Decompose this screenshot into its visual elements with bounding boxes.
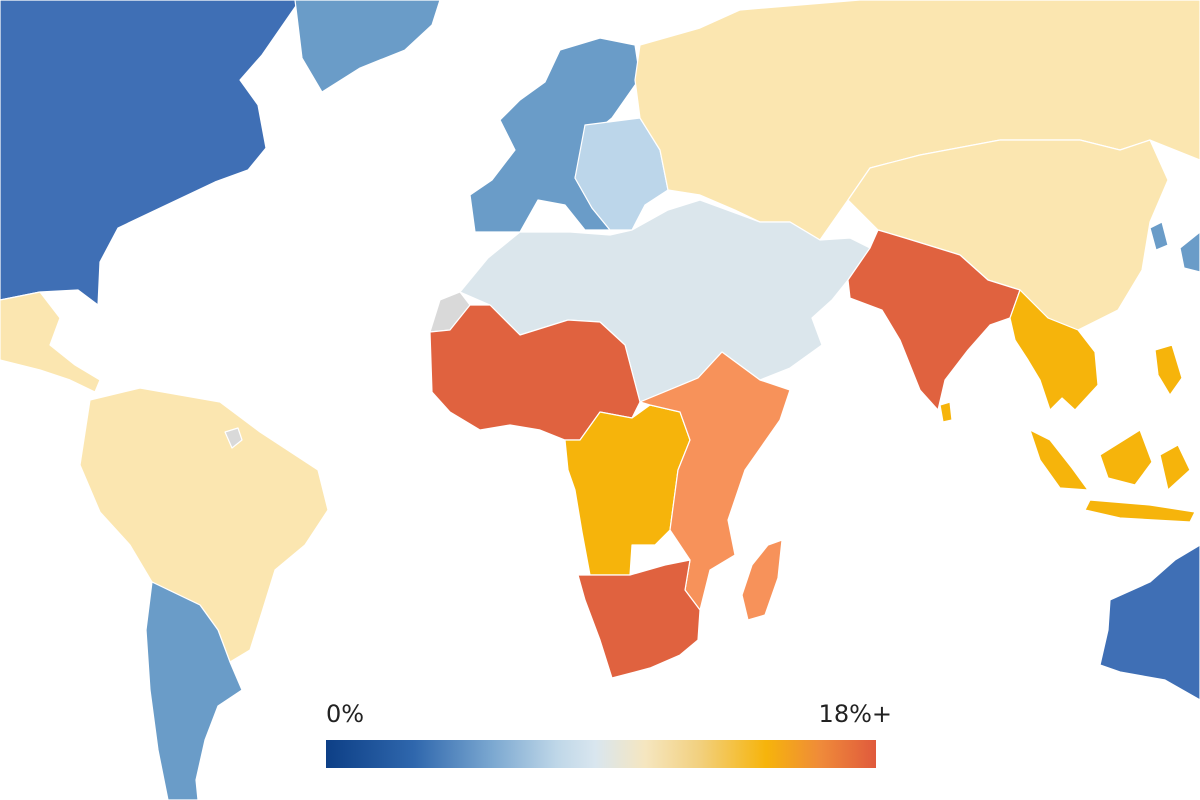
region-southeast-asia: [1009, 289, 1099, 411]
region-western-europe: [469, 37, 641, 233]
region-madagascar: [741, 539, 783, 621]
legend-gradient-bar: [326, 740, 876, 768]
region-sri-lanka: [939, 401, 953, 423]
region-french-guiana: [224, 427, 243, 449]
region-south-asia: [847, 229, 1021, 411]
region-north-america: [0, 0, 301, 306]
color-legend: 0% 18%+: [326, 694, 892, 774]
region-japan: [1149, 221, 1200, 273]
region-greenland: [294, 0, 441, 93]
region-central-america: [0, 291, 101, 393]
region-south-america: [79, 387, 329, 663]
region-indonesia: [1029, 344, 1196, 523]
region-argentina-chile: [145, 581, 243, 800]
region-australia: [1099, 544, 1200, 701]
legend-min-label: 0%: [326, 700, 365, 728]
legend-max-label: 18%+: [818, 700, 892, 728]
region-southern-africa: [577, 559, 701, 679]
region-east-africa: [639, 351, 791, 611]
